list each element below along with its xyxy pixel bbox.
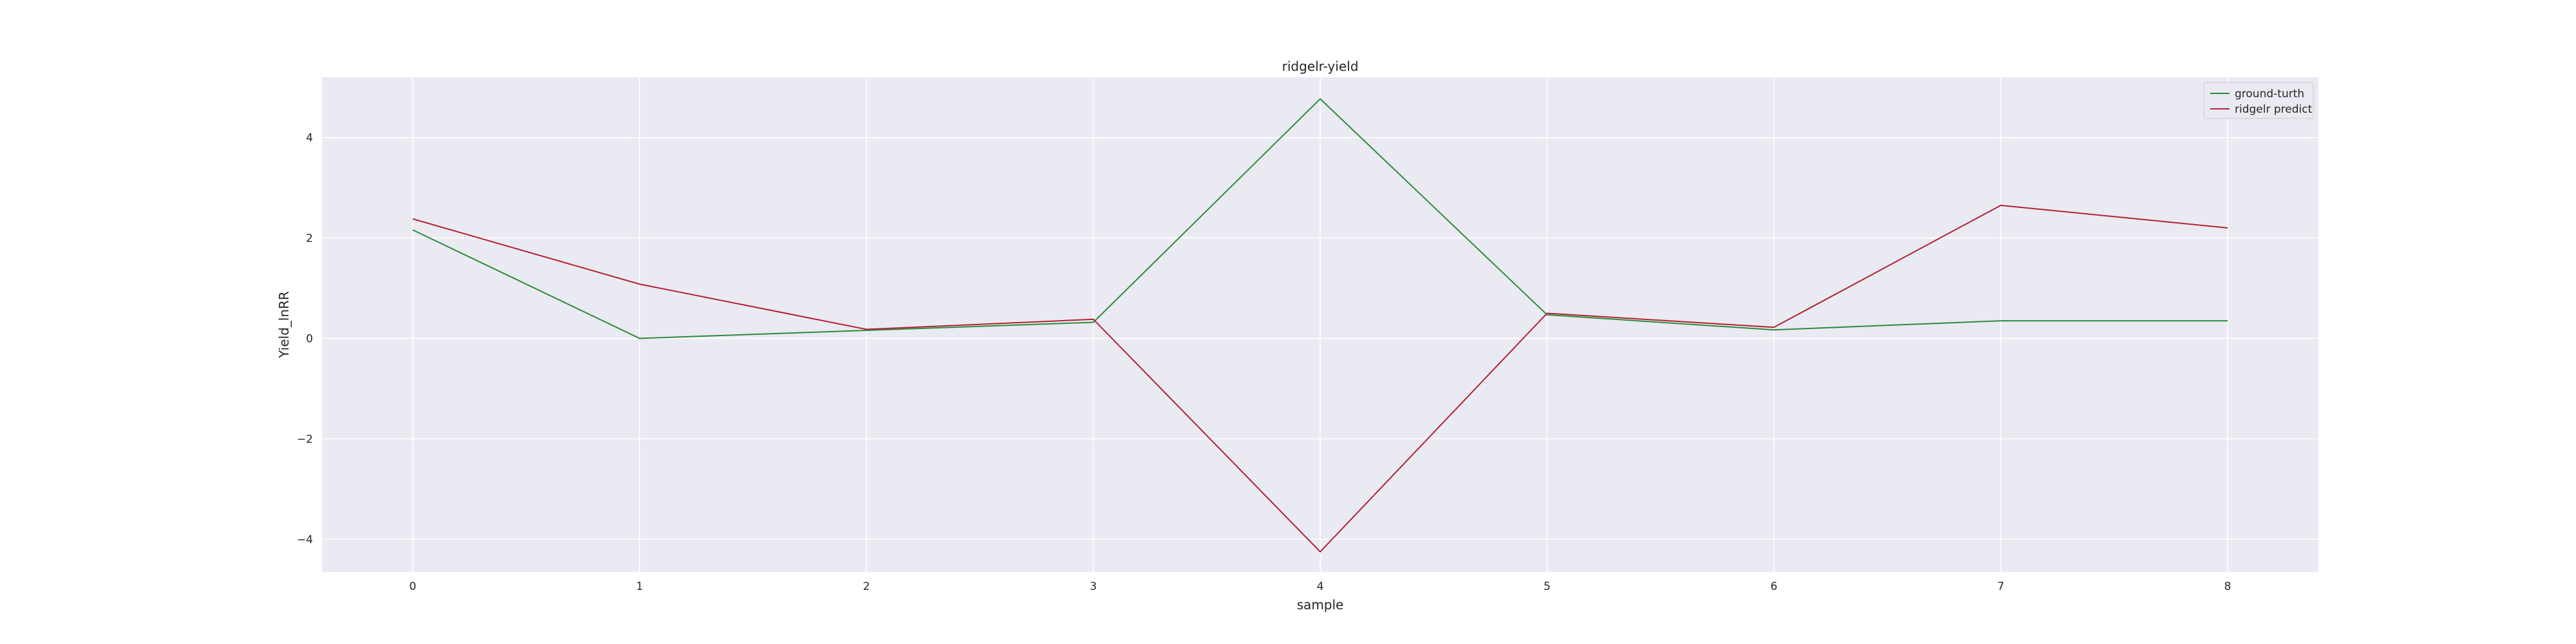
chart-title: ridgelr-yield [1282,59,1359,74]
y-tick-label: 4 [306,132,313,145]
legend: ground-turth ridgelr predict [2203,82,2314,119]
x-tick-label: 8 [2224,580,2231,593]
x-tick-label: 5 [1544,580,1551,593]
x-tick-label: 6 [1770,580,1777,593]
x-axis-label: sample [1297,597,1344,612]
x-tick-label: 0 [409,580,416,593]
y-axis-label: Yield_lnRR [276,291,292,359]
legend-label-ridgelr-predict: ridgelr predict [2235,103,2313,116]
series-line-ground-turth [412,98,2228,339]
x-tick-labels: 0 1 2 3 4 5 6 7 8 [409,580,2231,593]
x-tick-label: 4 [1317,580,1324,593]
x-tick-label: 1 [636,580,643,593]
y-tick-label: −4 [297,533,313,546]
x-tick-label: 3 [1090,580,1097,593]
grid-lines [322,77,2318,572]
y-tick-label: 2 [306,232,313,245]
series-lines [412,98,2228,553]
legend-box [2203,82,2314,119]
y-tick-labels: −4 −2 0 2 4 [297,132,313,547]
y-tick-label: −2 [297,433,313,446]
x-tick-label: 2 [863,580,870,593]
x-tick-label: 7 [1997,580,2004,593]
series-line-ridgelr-predict [412,204,2228,553]
y-tick-label: 0 [306,332,313,345]
legend-label-ground-turth: ground-turth [2235,88,2304,100]
